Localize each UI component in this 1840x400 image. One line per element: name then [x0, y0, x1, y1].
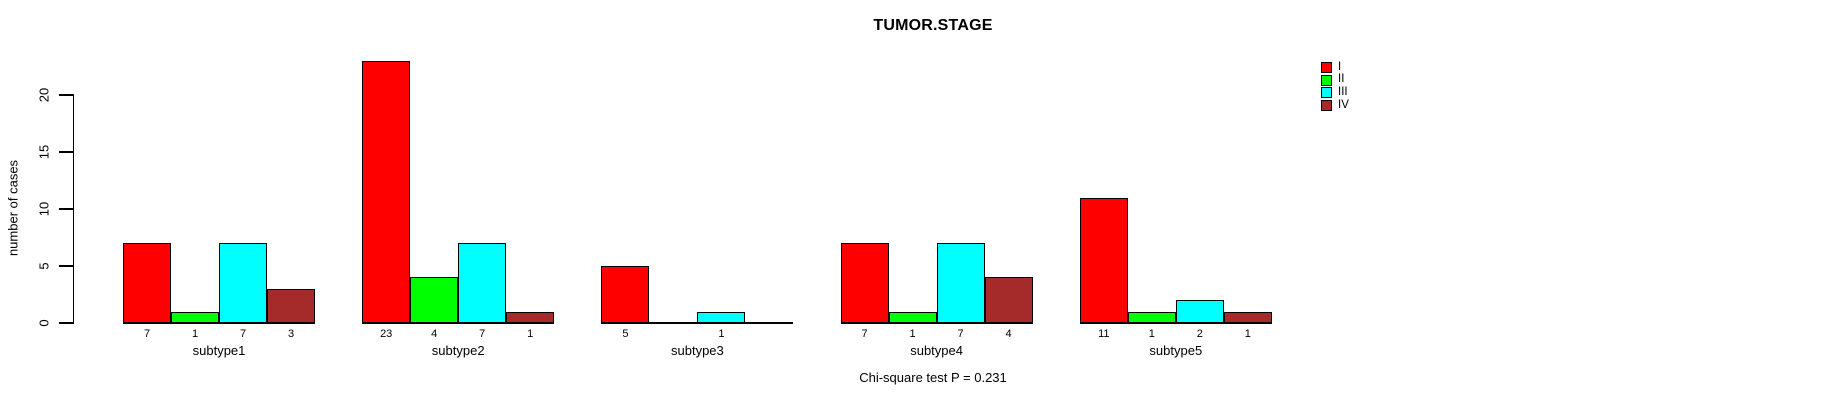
- bar-subtype1-II: [171, 311, 219, 323]
- bar-value-label: 2: [1196, 328, 1203, 340]
- bar-value-label: 7: [957, 328, 964, 340]
- legend-swatch-icon: [1321, 100, 1332, 112]
- category-label-subtype5: subtype5: [1149, 343, 1203, 358]
- bar-subtype5-I: [1079, 197, 1128, 323]
- bar-subtype2-II: [410, 277, 459, 323]
- bar-subtype5-III: [1175, 300, 1224, 323]
- bar-value-label: 3: [287, 328, 295, 340]
- y-axis-tick: [59, 322, 74, 324]
- bar-value-label: 7: [479, 328, 486, 340]
- bar-subtype5-II: [1127, 311, 1176, 323]
- legend-swatch-icon: [1321, 87, 1332, 99]
- bar-value-label: 7: [239, 328, 247, 340]
- y-axis-tick: [59, 265, 74, 267]
- bar-value-label: 1: [191, 328, 199, 340]
- bar-subtype2-III: [458, 243, 507, 323]
- category-label-subtype1: subtype1: [192, 343, 246, 358]
- bar-value-label: 5: [622, 328, 629, 340]
- bar-value-label: 1: [527, 328, 534, 340]
- legend-item-III: III: [1321, 87, 1349, 100]
- legend-swatch-icon: [1321, 74, 1332, 86]
- bar-subtype1-III: [219, 243, 267, 323]
- bar-subtype3-III: [697, 311, 746, 323]
- bar-subtype1-I: [123, 243, 171, 323]
- legend-label: IV: [1338, 99, 1349, 112]
- bar-subtype4-III: [936, 243, 985, 323]
- y-axis-label: number of cases: [5, 159, 21, 257]
- y-axis-tick: [59, 94, 74, 96]
- bar-subtype3-I: [601, 266, 650, 323]
- bar-value-label: 11: [1098, 328, 1110, 340]
- category-label-subtype2: subtype2: [431, 343, 485, 358]
- bar-subtype2-I: [362, 60, 411, 323]
- y-axis-tick-label: 15: [36, 144, 52, 160]
- category-label-subtype3: subtype3: [671, 343, 724, 358]
- bar-value-label: 4: [431, 328, 438, 340]
- bar-value-label: 1: [1244, 328, 1251, 340]
- bar-subtype5-IV: [1223, 311, 1272, 323]
- bar-subtype4-IV: [984, 277, 1033, 323]
- legend-label: II: [1338, 73, 1345, 86]
- bar-subtype2-IV: [506, 311, 555, 323]
- bar-value-label: 1: [909, 328, 916, 340]
- y-axis-tick-label: 20: [36, 87, 52, 103]
- y-axis-tick-label: 0: [36, 319, 52, 327]
- y-axis-tick: [59, 208, 74, 210]
- y-axis-tick: [59, 151, 74, 153]
- bar-subtype4-I: [840, 243, 889, 323]
- y-axis-tick-label: 5: [36, 262, 52, 270]
- legend-item-I: I: [1321, 61, 1349, 74]
- legend: I II III IV: [1321, 61, 1349, 112]
- bar-subtype1-IV: [267, 288, 315, 323]
- bar-subtype4-II: [888, 311, 937, 323]
- bar-value-label: 4: [1005, 328, 1012, 340]
- y-axis-tick-label: 10: [36, 201, 52, 217]
- bar-value-label: 23: [380, 328, 393, 340]
- legend-label: III: [1338, 86, 1348, 99]
- legend-swatch-icon: [1321, 61, 1332, 73]
- legend-item-IV: IV: [1321, 99, 1349, 112]
- legend-label: I: [1338, 60, 1342, 73]
- bar-value-label: 7: [143, 328, 151, 340]
- chart-title: TUMOR.STAGE: [873, 17, 993, 34]
- bar-value-label: 7: [861, 328, 868, 340]
- chi-square-annotation: Chi-square test P = 0.231: [859, 370, 1007, 385]
- category-label-subtype4: subtype4: [910, 343, 963, 358]
- bar-value-label: 1: [718, 328, 725, 340]
- bar-value-label: 1: [1148, 328, 1155, 340]
- legend-item-II: II: [1321, 74, 1349, 87]
